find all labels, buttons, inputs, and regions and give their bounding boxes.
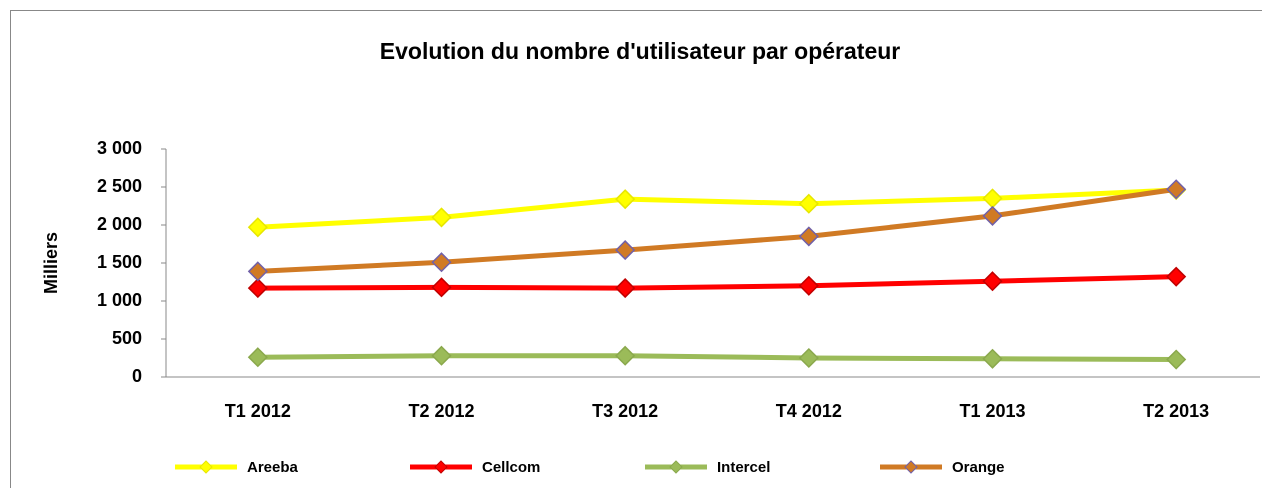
series-marker	[247, 347, 268, 368]
legend-label: Areeba	[247, 459, 299, 476]
series-marker	[982, 271, 1003, 292]
legend-marker	[199, 460, 213, 474]
x-tick-label: T2 2012	[408, 401, 474, 421]
legend-label: Orange	[952, 459, 1005, 476]
y-tick-label: 1 000	[97, 290, 142, 310]
y-tick-label: 1 500	[97, 252, 142, 272]
chart-frame	[10, 10, 1262, 488]
series-marker	[431, 207, 452, 228]
y-tick-label: 2 500	[97, 176, 142, 196]
series-marker	[615, 345, 636, 366]
series-marker	[431, 345, 452, 366]
y-tick-label: 3 000	[97, 138, 142, 158]
x-tick-label: T2 2013	[1143, 401, 1209, 421]
chart-title: Evolution du nombre d'utilisateur par op…	[380, 38, 901, 64]
series-marker	[982, 188, 1003, 209]
series-marker	[982, 348, 1003, 369]
series-marker	[798, 347, 819, 369]
series-line	[257, 187, 1177, 230]
series-marker	[982, 205, 1003, 226]
legend-marker	[434, 460, 448, 474]
series-marker	[615, 189, 636, 210]
series-line	[257, 353, 1177, 363]
series-marker	[1166, 349, 1187, 370]
y-tick-label: 500	[112, 328, 142, 348]
y-tick-label: 2 000	[97, 214, 142, 234]
series-marker	[431, 277, 452, 298]
legend-label: Cellcom	[482, 459, 540, 476]
series-marker	[798, 226, 819, 247]
series-marker	[798, 275, 819, 296]
x-tick-label: T1 2013	[959, 401, 1025, 421]
series-marker	[247, 278, 268, 299]
x-tick-label: T4 2012	[776, 401, 842, 421]
series-line	[257, 274, 1177, 291]
series-marker	[1166, 179, 1187, 200]
series-line	[257, 186, 1177, 274]
series-marker	[247, 217, 268, 238]
legend-marker	[904, 460, 918, 474]
series-marker	[615, 240, 636, 261]
x-tick-label: T1 2012	[225, 401, 291, 421]
series-marker	[1166, 266, 1187, 287]
legend-marker	[669, 460, 683, 474]
x-tick-label: T3 2012	[592, 401, 658, 421]
legend-label: Intercel	[717, 459, 770, 476]
series-marker	[431, 252, 452, 273]
series-marker	[615, 278, 636, 299]
y-axis-label: Milliers	[41, 232, 61, 294]
series-marker	[798, 193, 819, 214]
series-marker	[247, 261, 268, 282]
y-tick-label: 0	[132, 366, 142, 386]
